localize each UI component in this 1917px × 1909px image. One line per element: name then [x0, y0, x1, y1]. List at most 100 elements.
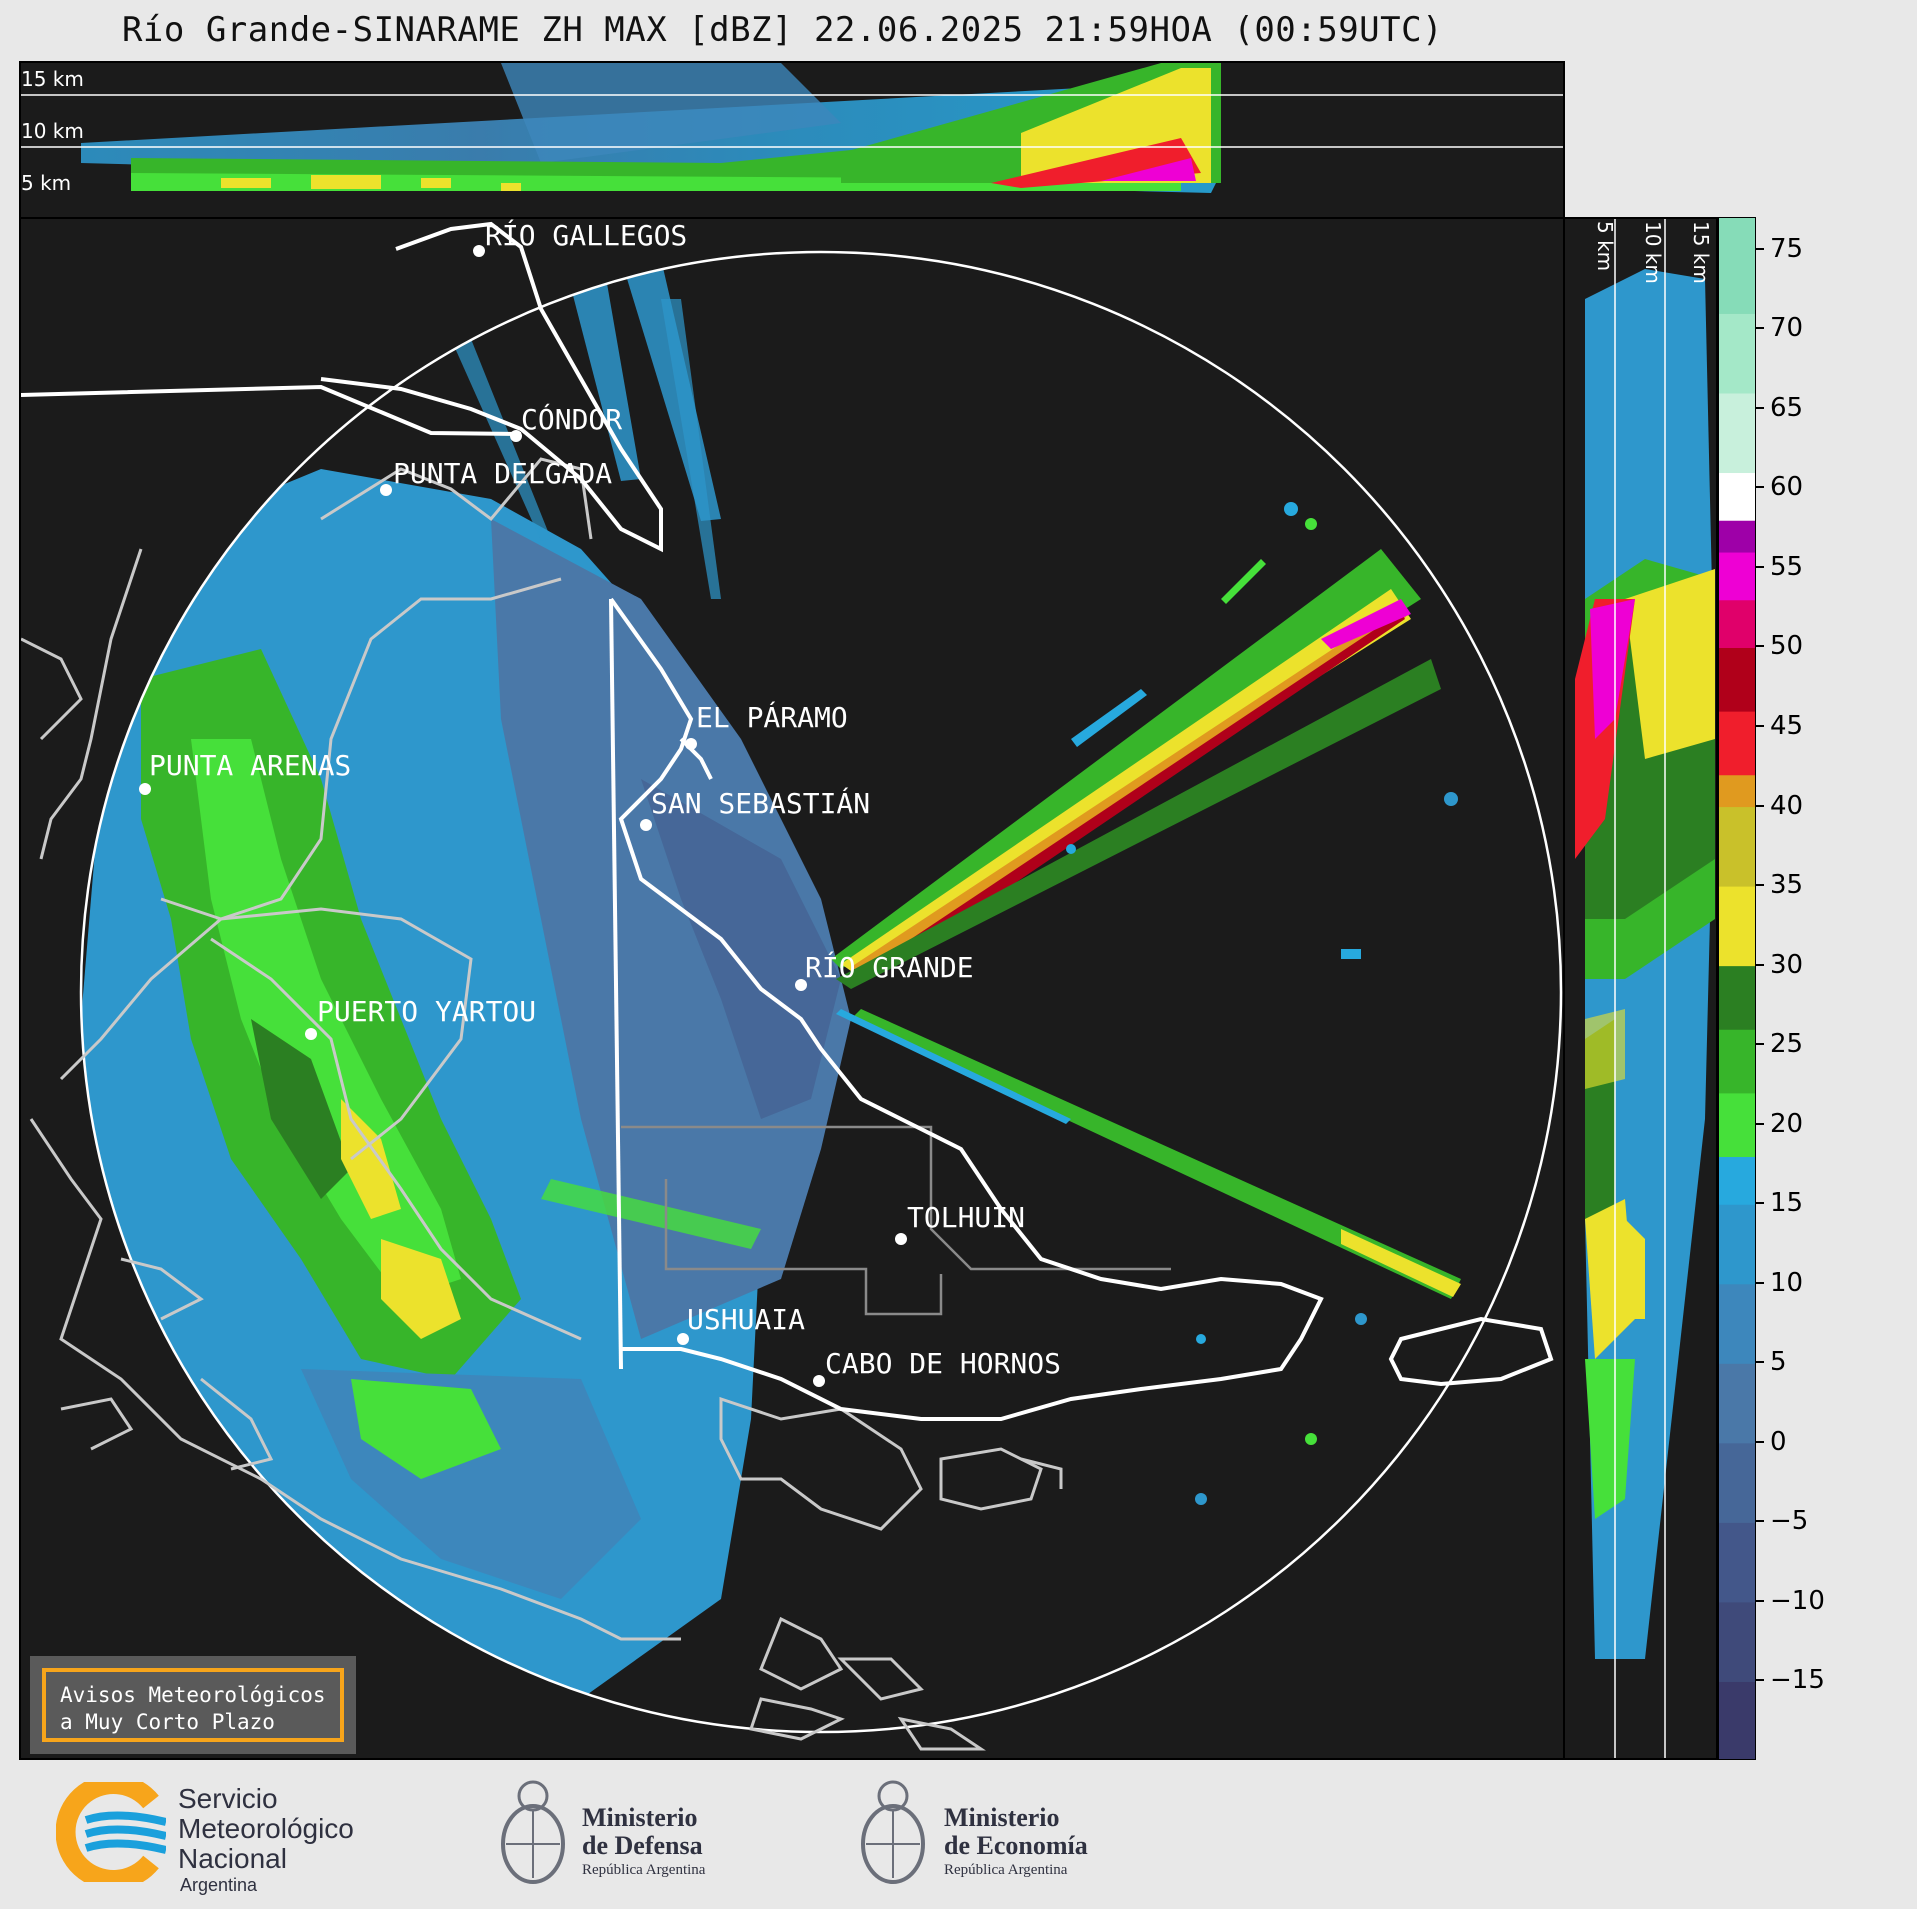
smn-line-2: Meteorológico: [178, 1813, 354, 1844]
colorbar-segment: [1719, 599, 1755, 648]
colorbar-tick-mark: [1756, 1520, 1764, 1523]
colorbar-segment: [1719, 1092, 1755, 1158]
colorbar-tick-label: 10: [1770, 1267, 1804, 1298]
range-ring: [79, 250, 1563, 1734]
colorbar-tick: −15: [1756, 1665, 1876, 1695]
colorbar-tick-mark: [1756, 1043, 1764, 1046]
colorbar-segment: [1719, 806, 1755, 887]
colorbar-tick-mark: [1756, 725, 1764, 728]
colorbar-segment: [1719, 647, 1755, 712]
colorbar-tick: 75: [1756, 234, 1876, 264]
colorbar-tick-mark: [1756, 406, 1764, 409]
colorbar-tick: 60: [1756, 472, 1876, 502]
colorbar-segment: [1719, 552, 1755, 601]
warning-line-2: a Muy Corto Plazo: [60, 1710, 275, 1734]
colorbar-tick-mark: [1756, 645, 1764, 648]
colorbar-tick: 30: [1756, 950, 1876, 980]
place-label-el-paramo: EL PÁRAMO: [696, 701, 848, 734]
colorbar-tick-mark: [1756, 804, 1764, 807]
height-label-5km: 5 km: [21, 171, 72, 195]
smn-logo-icon: [56, 1782, 166, 1882]
warning-line-1: Avisos Meteorológicos: [60, 1683, 326, 1707]
side-height-label-5km: 5 km: [1593, 221, 1617, 272]
colorbar-tick-label: 75: [1770, 233, 1804, 264]
economia-line-2: de Economía: [944, 1831, 1088, 1860]
colorbar-tick-label: 55: [1770, 551, 1804, 582]
colorbar-tick-mark: [1756, 884, 1764, 887]
defensa-line-2: de Defensa: [582, 1831, 703, 1860]
coastlines: [21, 457, 1063, 1751]
economia-line-3: República Argentina: [944, 1862, 1068, 1878]
chart-title: Río Grande-SINARAME ZH MAX [dBZ] 22.06.2…: [121, 10, 1444, 50]
colorbar-segment: [1719, 965, 1755, 1030]
colorbar-tick-mark: [1756, 1122, 1764, 1125]
colorbar-tick-label: 50: [1770, 631, 1804, 662]
colorbar-tick-mark: [1756, 1599, 1764, 1602]
place-label-rio-gallegos: RÍO GALLEGOS: [485, 219, 688, 252]
colorbar-tick: 45: [1756, 711, 1876, 741]
height-label-10km: 10 km: [21, 119, 84, 143]
coat-of-arms-icon: [501, 1780, 565, 1884]
colorbar-segment: [1719, 218, 1755, 314]
colorbar-tick: −10: [1756, 1586, 1876, 1616]
colorbar-tick-label: −5: [1770, 1506, 1809, 1537]
colorbar-tick: 40: [1756, 791, 1876, 821]
defensa-line-1: Ministerio: [582, 1803, 698, 1832]
warning-box-inner: Avisos Meteorológicos a Muy Corto Plazo: [42, 1668, 344, 1742]
admin-boundaries: [621, 1125, 1171, 1316]
colorbar-tick: 55: [1756, 552, 1876, 582]
colorbar-tick-label: 5: [1770, 1347, 1787, 1378]
colorbar-tick-label: 40: [1770, 790, 1804, 821]
place-label-punta-arenas: PUNTA ARENAS: [149, 749, 352, 782]
place-label-rio-grande: RÍO GRANDE: [805, 951, 974, 984]
smn-line-3: Nacional: [178, 1843, 287, 1874]
colorbar-tick-label: 30: [1770, 949, 1804, 980]
colorbar-tick-mark: [1756, 1202, 1764, 1205]
colorbar-tick-mark: [1756, 247, 1764, 250]
colorbar-tick-label: 35: [1770, 870, 1804, 901]
colorbar-tick-mark: [1756, 486, 1764, 489]
colorbar-tick-label: −10: [1770, 1585, 1825, 1616]
top-profile-echoes: [21, 63, 1563, 193]
colorbar-tick: 0: [1756, 1427, 1876, 1457]
colorbar-tick-mark: [1756, 1361, 1764, 1364]
colorbar-segment: [1719, 1204, 1755, 1285]
colorbar-tick: 50: [1756, 631, 1876, 661]
colorbar-tick-label: 45: [1770, 711, 1804, 742]
defensa-line-3: República Argentina: [582, 1862, 706, 1878]
place-label-san-sebastian: SAN SEBASTIÁN: [651, 787, 871, 820]
side-profile-echoes: [1575, 219, 1715, 1758]
colorbar-tick: 20: [1756, 1109, 1876, 1139]
colorbar-segment: [1719, 1522, 1755, 1603]
colorbar-segment: [1719, 1363, 1755, 1444]
colorbar-tick-mark: [1756, 327, 1764, 330]
colorbar-tick: 35: [1756, 870, 1876, 900]
place-label-ushuaia: USHUAIA: [687, 1303, 806, 1336]
smn-line-1: Servicio: [178, 1783, 278, 1814]
colorbar-tick-label: 70: [1770, 313, 1804, 344]
colorbar-tick-mark: [1756, 1281, 1764, 1284]
radar-map: [21, 221, 1563, 1751]
colorbar-segment: [1719, 711, 1755, 776]
economia-logo-text: Ministerio de Economía República Argenti…: [944, 1804, 1088, 1880]
colorbar-tick: 70: [1756, 313, 1876, 343]
warning-box: Avisos Meteorológicos a Muy Corto Plazo: [30, 1656, 356, 1754]
colorbar-tick: −5: [1756, 1506, 1876, 1536]
colorbar-tick-label: −15: [1770, 1665, 1825, 1696]
defensa-logo-text: Ministerio de Defensa República Argentin…: [582, 1804, 705, 1880]
smn-line-4: Argentina: [180, 1875, 258, 1895]
colorbar-segment: [1719, 1442, 1755, 1523]
colorbar-tick: 5: [1756, 1347, 1876, 1377]
economia-line-1: Ministerio: [944, 1803, 1060, 1832]
smn-logo-text: Servicio Meteorológico Nacional Argentin…: [178, 1784, 354, 1896]
side-height-label-10km: 10 km: [1641, 221, 1665, 284]
colorbar-tick-label: 15: [1770, 1188, 1804, 1219]
colorbar-segment: [1719, 313, 1755, 394]
colorbar-tick: 15: [1756, 1188, 1876, 1218]
colorbar-tick: 65: [1756, 393, 1876, 423]
colorbar-tick-mark: [1756, 1679, 1764, 1682]
city-markers: [139, 245, 907, 1387]
side-height-profile-panel: 5 km 10 km 15 km: [1563, 217, 1718, 1760]
radar-map-panel: RÍO GALLEGOS CÓNDOR PUNTA DELGADA EL PÁR…: [19, 217, 1565, 1760]
colorbar-segment: [1719, 472, 1755, 521]
